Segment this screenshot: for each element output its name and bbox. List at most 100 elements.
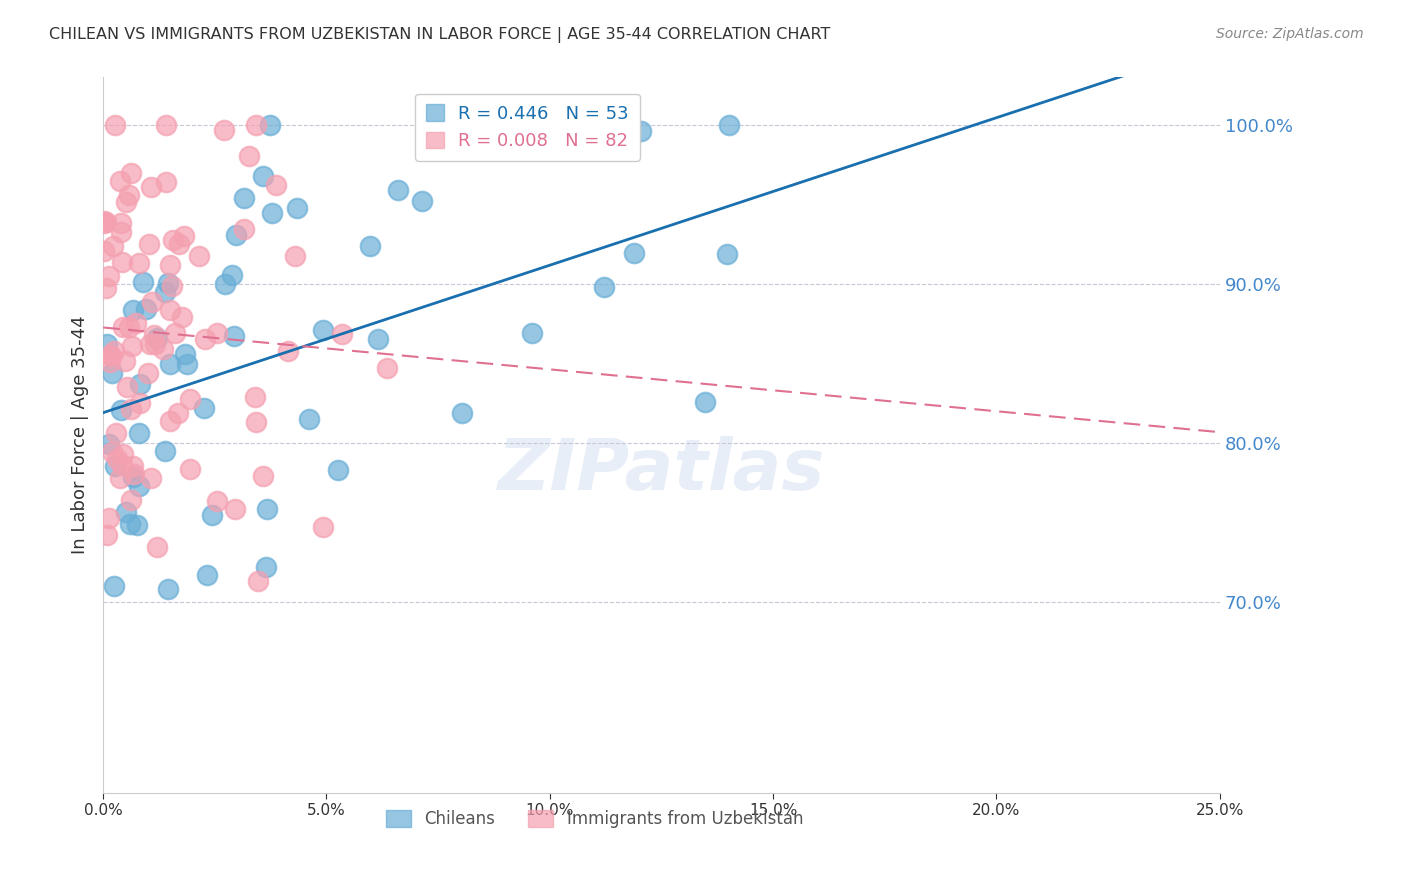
Immigrants from Uzbekistan bbox=[245, 415, 267, 429]
Immigrants from Uzbekistan bbox=[207, 326, 229, 340]
Chileans bbox=[118, 517, 141, 532]
Immigrants from Uzbekistan bbox=[93, 244, 115, 259]
Immigrants from Uzbekistan bbox=[167, 237, 190, 252]
Immigrants from Uzbekistan bbox=[160, 278, 183, 293]
Chileans bbox=[224, 329, 246, 343]
Chileans bbox=[195, 568, 218, 582]
Immigrants from Uzbekistan bbox=[120, 401, 142, 416]
Immigrants from Uzbekistan bbox=[312, 520, 335, 534]
Immigrants from Uzbekistan bbox=[105, 452, 128, 467]
Immigrants from Uzbekistan bbox=[118, 319, 141, 334]
Immigrants from Uzbekistan bbox=[139, 337, 162, 351]
Immigrants from Uzbekistan bbox=[98, 354, 121, 368]
Immigrants from Uzbekistan bbox=[122, 467, 145, 481]
Chileans bbox=[221, 268, 243, 283]
Immigrants from Uzbekistan bbox=[141, 294, 163, 309]
Text: ZIPatlas: ZIPatlas bbox=[498, 436, 825, 505]
Chileans bbox=[156, 582, 179, 597]
Immigrants from Uzbekistan bbox=[170, 310, 193, 324]
Chileans bbox=[328, 463, 350, 477]
Immigrants from Uzbekistan bbox=[284, 248, 307, 262]
Immigrants from Uzbekistan bbox=[136, 367, 159, 381]
Chileans bbox=[256, 501, 278, 516]
Immigrants from Uzbekistan bbox=[330, 327, 353, 342]
Chileans bbox=[193, 401, 215, 416]
Legend: Chileans, Immigrants from Uzbekistan: Chileans, Immigrants from Uzbekistan bbox=[380, 803, 810, 834]
Immigrants from Uzbekistan bbox=[94, 281, 117, 295]
Chileans bbox=[176, 357, 198, 371]
Chileans bbox=[153, 285, 176, 300]
Chileans bbox=[128, 426, 150, 441]
Immigrants from Uzbekistan bbox=[110, 173, 132, 187]
Immigrants from Uzbekistan bbox=[98, 511, 121, 525]
Immigrants from Uzbekistan bbox=[111, 458, 134, 472]
Immigrants from Uzbekistan bbox=[111, 447, 134, 461]
Immigrants from Uzbekistan bbox=[277, 343, 299, 358]
Immigrants from Uzbekistan bbox=[377, 360, 399, 375]
Immigrants from Uzbekistan bbox=[143, 337, 166, 351]
Chileans bbox=[98, 436, 121, 450]
Chileans bbox=[520, 326, 543, 340]
Immigrants from Uzbekistan bbox=[96, 528, 118, 542]
Immigrants from Uzbekistan bbox=[114, 195, 136, 210]
Chileans bbox=[359, 239, 381, 253]
Immigrants from Uzbekistan bbox=[152, 342, 174, 356]
Chileans bbox=[104, 458, 127, 473]
Text: CHILEAN VS IMMIGRANTS FROM UZBEKISTAN IN LABOR FORCE | AGE 35-44 CORRELATION CHA: CHILEAN VS IMMIGRANTS FROM UZBEKISTAN IN… bbox=[49, 27, 831, 43]
Chileans bbox=[716, 247, 738, 261]
Immigrants from Uzbekistan bbox=[103, 344, 125, 359]
Immigrants from Uzbekistan bbox=[188, 249, 211, 263]
Immigrants from Uzbekistan bbox=[93, 216, 115, 230]
Chileans bbox=[312, 323, 335, 337]
Chileans bbox=[122, 470, 145, 484]
Chileans bbox=[103, 580, 125, 594]
Chileans bbox=[259, 118, 281, 132]
Chileans bbox=[128, 377, 150, 392]
Immigrants from Uzbekistan bbox=[173, 228, 195, 243]
Immigrants from Uzbekistan bbox=[93, 214, 115, 228]
Immigrants from Uzbekistan bbox=[110, 216, 132, 230]
Chileans bbox=[201, 508, 224, 523]
Text: Source: ZipAtlas.com: Source: ZipAtlas.com bbox=[1216, 27, 1364, 41]
Chileans bbox=[695, 395, 717, 409]
Immigrants from Uzbekistan bbox=[120, 492, 142, 507]
Immigrants from Uzbekistan bbox=[252, 469, 274, 483]
Immigrants from Uzbekistan bbox=[122, 459, 145, 474]
Immigrants from Uzbekistan bbox=[125, 317, 148, 331]
Immigrants from Uzbekistan bbox=[179, 462, 201, 476]
Chileans bbox=[110, 403, 132, 417]
Immigrants from Uzbekistan bbox=[162, 234, 184, 248]
Chileans bbox=[96, 336, 118, 351]
Chileans bbox=[145, 330, 167, 344]
Chileans bbox=[254, 559, 277, 574]
Immigrants from Uzbekistan bbox=[94, 215, 117, 229]
Chileans bbox=[252, 169, 274, 183]
Immigrants from Uzbekistan bbox=[118, 188, 141, 202]
Immigrants from Uzbekistan bbox=[159, 414, 181, 428]
Y-axis label: In Labor Force | Age 35-44: In Labor Force | Age 35-44 bbox=[72, 316, 89, 554]
Chileans bbox=[125, 517, 148, 532]
Immigrants from Uzbekistan bbox=[104, 118, 127, 132]
Immigrants from Uzbekistan bbox=[121, 339, 143, 353]
Immigrants from Uzbekistan bbox=[245, 390, 267, 404]
Chileans bbox=[367, 331, 389, 345]
Immigrants from Uzbekistan bbox=[245, 118, 267, 132]
Immigrants from Uzbekistan bbox=[128, 255, 150, 269]
Chileans bbox=[157, 276, 180, 290]
Chileans bbox=[159, 357, 181, 371]
Chileans bbox=[128, 479, 150, 493]
Immigrants from Uzbekistan bbox=[142, 327, 165, 342]
Chileans bbox=[173, 347, 195, 361]
Immigrants from Uzbekistan bbox=[108, 471, 131, 485]
Immigrants from Uzbekistan bbox=[141, 471, 163, 485]
Immigrants from Uzbekistan bbox=[205, 494, 228, 508]
Immigrants from Uzbekistan bbox=[165, 326, 187, 340]
Chileans bbox=[630, 124, 652, 138]
Immigrants from Uzbekistan bbox=[111, 255, 134, 269]
Immigrants from Uzbekistan bbox=[138, 237, 160, 252]
Chileans bbox=[387, 183, 409, 197]
Immigrants from Uzbekistan bbox=[155, 118, 177, 132]
Chileans bbox=[115, 504, 138, 518]
Immigrants from Uzbekistan bbox=[101, 238, 124, 252]
Chileans bbox=[262, 206, 284, 220]
